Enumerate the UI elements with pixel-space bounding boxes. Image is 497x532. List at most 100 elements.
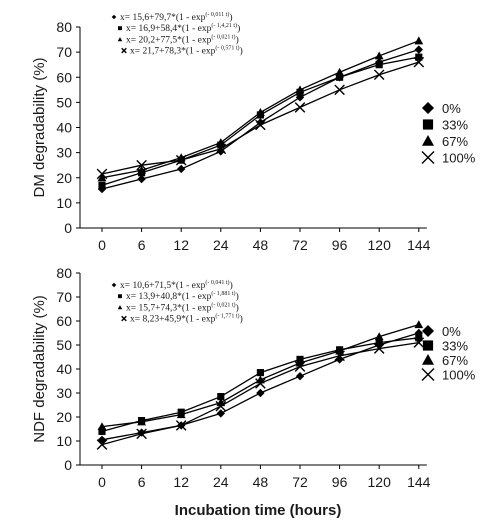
data-point-triangle	[374, 332, 384, 341]
y-tick-label: 70	[56, 289, 72, 305]
data-point-triangle	[414, 36, 424, 45]
equation-close: )	[229, 12, 232, 23]
data-point-triangle	[137, 165, 146, 174]
equation-close: )	[240, 314, 243, 325]
x-tick-label: 48	[253, 237, 269, 253]
data-point-diamond	[256, 118, 265, 127]
x-tick-label: 120	[368, 474, 392, 490]
data-point-x	[413, 56, 425, 68]
data-point-x	[175, 154, 187, 166]
fit-equation: x= 10,6+71,5*(1 - exp(- 0,041 t))	[120, 279, 233, 291]
y-tick-label: 40	[56, 361, 72, 377]
equation-close: )	[240, 46, 243, 57]
x-tick-label: 0	[98, 237, 106, 253]
x-axis-label: Incubation time (hours)	[175, 502, 342, 519]
y-tick-label: 10	[56, 433, 72, 449]
data-point-triangle	[335, 67, 344, 76]
data-point-square	[375, 61, 383, 69]
fit-equation: x= 8,23+45,9*(1 - exp(- 1,771 t))	[130, 313, 243, 325]
x-tick-label: 72	[292, 474, 308, 490]
series-line-0pct	[101, 332, 419, 441]
y-tick-label: 10	[56, 195, 72, 211]
data-point-diamond	[256, 388, 265, 398]
legend-marker-square	[422, 119, 434, 130]
equation-exponent: (- 0,021 t)	[211, 33, 235, 40]
data-point-square	[217, 393, 225, 401]
data-point-triangle	[216, 138, 226, 147]
data-point-square	[375, 339, 383, 347]
fit-equation: x= 13,9+40,8*(1 - exp(- 1,881 t))	[126, 290, 239, 302]
legend-marker-triangle	[422, 135, 434, 146]
fit-equation: x= 15,6+79,7*(1 - exp(- 0,011 t))	[120, 11, 233, 23]
equation-exponent: (- 0,021 t)	[211, 301, 235, 308]
x-tick-label: 144	[407, 237, 431, 253]
data-point-square	[98, 181, 106, 189]
data-point-square	[415, 334, 423, 342]
equation-exponent: (- 0,011 t)	[205, 11, 229, 18]
equation-close: )	[236, 302, 239, 313]
data-point-x	[255, 119, 266, 131]
data-point-diamond	[97, 435, 107, 444]
data-point-x	[255, 378, 266, 389]
series-line-33pct	[101, 337, 419, 433]
legend-label: 33%	[442, 118, 468, 133]
equation-marker-diamond	[111, 282, 117, 288]
fit-equation: x= 20,2+77,5*(1 - exp(- 0,021 t))	[126, 33, 239, 45]
x-tick-label: 24	[213, 237, 229, 253]
equation-marker-x	[121, 47, 127, 54]
data-point-diamond	[177, 164, 186, 174]
data-point-x	[136, 428, 147, 440]
equation-marker-x	[121, 315, 127, 322]
legend-label: 100%	[442, 368, 476, 383]
legend: 0%33%67%100%	[421, 324, 476, 383]
y-tick-label: 50	[56, 94, 72, 110]
x-tick-label: 120	[368, 237, 392, 253]
legend-marker-square	[422, 340, 434, 351]
y-tick-label: 0	[64, 220, 72, 236]
x-tick-label: 12	[173, 474, 189, 490]
fit-equation: x= 15,7+74,3*(1 - exp(- 0,021 t))	[126, 301, 239, 313]
data-point-x	[373, 343, 385, 354]
x-tick-label: 6	[138, 474, 146, 490]
equation-marker-diamond	[111, 14, 117, 20]
x-tick-label: 72	[292, 237, 308, 253]
equation-close: )	[237, 23, 240, 34]
data-point-triangle	[176, 410, 186, 419]
equation-exponent: (- 1,881 t)	[211, 290, 235, 297]
data-point-triangle	[295, 85, 305, 94]
equation-exponent: (- 0,041 t)	[205, 279, 229, 286]
legend-label: 0%	[442, 101, 461, 116]
legend-marker-diamond	[422, 102, 434, 114]
x-tick-label: 96	[332, 474, 348, 490]
x-tick-label: 0	[98, 474, 106, 490]
x-tick-label: 96	[332, 237, 348, 253]
data-point-triangle	[374, 51, 384, 60]
data-point-x	[175, 420, 187, 431]
fit-equation: x= 16,9+58,4*(1 - exp(- 1,4,21 t))	[126, 22, 240, 34]
x-tick-label: 12	[173, 237, 189, 253]
data-point-x	[215, 400, 227, 412]
y-tick-label: 60	[56, 313, 72, 329]
legend-marker-triangle	[422, 354, 434, 365]
data-point-x	[334, 350, 345, 362]
equation-marker-square	[118, 26, 122, 31]
legend-label: 0%	[442, 324, 461, 339]
y-tick-label: 80	[56, 265, 72, 281]
y-tick-label: 20	[56, 170, 72, 186]
data-point-diamond	[414, 45, 423, 54]
data-point-x	[334, 84, 345, 96]
equation-marker-square	[118, 294, 122, 299]
equation-exponent: (- 1,4,21 t)	[211, 22, 237, 29]
data-point-triangle	[335, 346, 344, 355]
data-point-x	[294, 361, 306, 372]
legend-label: 67%	[442, 134, 468, 149]
y-axis-label: NDF degradability (%)	[31, 295, 48, 443]
x-tick-label: 24	[213, 474, 229, 490]
x-tick-label: 6	[138, 237, 146, 253]
data-point-x	[294, 102, 306, 113]
data-point-diamond	[295, 372, 305, 381]
data-point-x	[136, 159, 147, 171]
equation-main: x= 8,23+45,9*(1 - exp	[130, 314, 216, 325]
y-tick-label: 30	[56, 145, 72, 161]
